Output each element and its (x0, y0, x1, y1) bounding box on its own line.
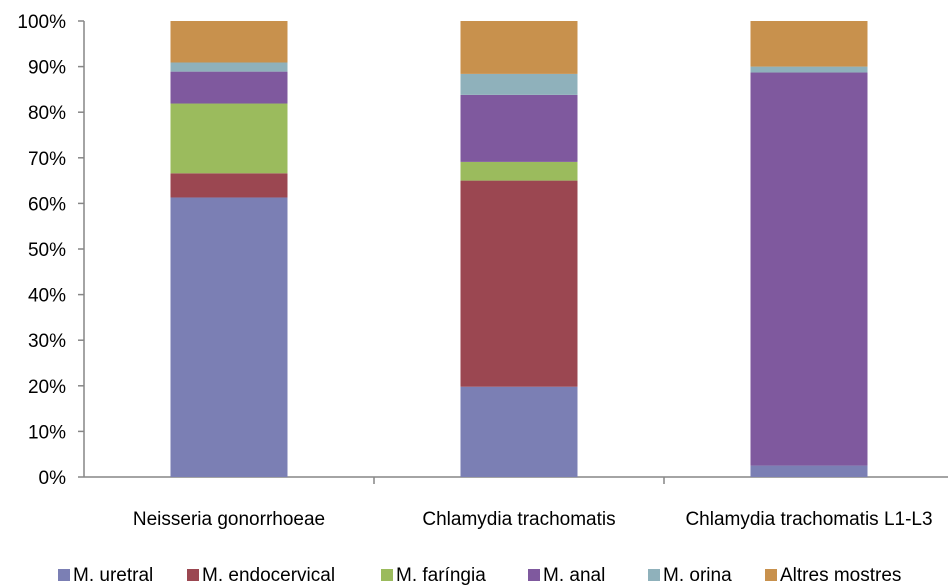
plot-area: 0% 10% 20% 30% 40% 50% 60% 70% 80% 90% 100% Neisser… (17, 12, 948, 530)
category-label: Chlamydia trachomatis (422, 509, 615, 530)
bar-segment (460, 94, 578, 162)
y-tick-label: 20% (28, 377, 66, 398)
y-tick-label: 90% (28, 58, 66, 79)
legend-swatch (648, 569, 660, 581)
legend: M. uretral M. endocervical M. faríngia M. a… (58, 565, 901, 586)
legend-swatch (765, 569, 777, 581)
bar-segment (460, 386, 578, 477)
legend-label: M. uretral (73, 565, 153, 586)
legend-swatch (528, 569, 540, 581)
category-label: Chlamydia trachomatis L1-L3 (685, 509, 932, 530)
legend-label: Altres mostres (780, 565, 901, 586)
category-label: Neisseria gonorrhoeae (133, 509, 325, 530)
bar-segment (170, 197, 288, 478)
bar-segment (460, 21, 578, 74)
legend-label: M. faríngia (396, 565, 486, 586)
legend-swatch (58, 569, 70, 581)
bar-segment (460, 180, 578, 387)
bar-segment (170, 103, 288, 174)
y-tick-label: 80% (28, 103, 66, 124)
y-tick-label: 50% (28, 240, 66, 261)
y-tick-label: 70% (28, 149, 66, 170)
bar-segment (460, 161, 578, 181)
y-tick-label: 0% (39, 468, 67, 489)
bar-segment (750, 21, 868, 67)
y-tick-label: 10% (28, 422, 66, 443)
bar-segment (170, 62, 288, 72)
legend-swatch (187, 569, 199, 581)
y-tick-label: 100% (17, 12, 66, 33)
bar-segment (170, 21, 288, 63)
y-tick-label: 60% (28, 194, 66, 215)
legend-label: M. orina (663, 565, 732, 586)
bar-segment (460, 73, 578, 95)
bar-segment (750, 66, 868, 73)
bar-segment (170, 71, 288, 104)
legend-swatch (381, 569, 393, 581)
bar-segment (750, 72, 868, 466)
legend-label: M. anal (543, 565, 605, 586)
bar-segment (750, 465, 868, 477)
y-tick-label: 40% (28, 286, 66, 307)
y-tick-label: 30% (28, 331, 66, 352)
legend-label: M. endocervical (202, 565, 335, 586)
bar-segment (170, 173, 288, 198)
